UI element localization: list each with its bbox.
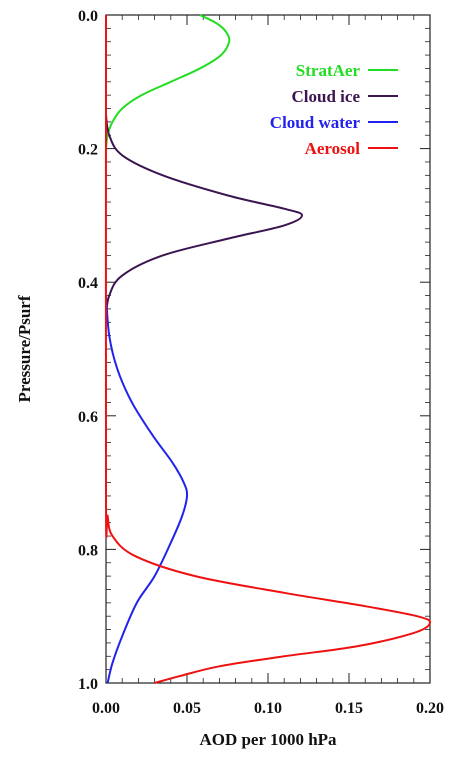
series-line-strataer [105, 14, 231, 149]
x-axis-label: AOD per 1000 hPa [199, 730, 337, 749]
y-tick-label: 0.4 [78, 275, 98, 292]
legend-label-aerosol: Aerosol [305, 139, 361, 158]
series-line-aerosol [104, 14, 432, 684]
plot-frame [105, 14, 431, 684]
x-tick-label: 0.15 [335, 700, 363, 717]
y-axis-label: Pressure/Psurf [15, 295, 34, 402]
x-tick-label: 0.05 [173, 700, 201, 717]
series-line-cloud-water [105, 295, 189, 684]
plot-area [105, 14, 431, 684]
legend: StratAer Cloud ice Cloud water Aerosol [270, 61, 398, 158]
y-tick-label: 0.6 [78, 409, 98, 426]
x-tick-label: 0.20 [416, 700, 444, 717]
legend-label-strataer: StratAer [296, 61, 361, 80]
x-tick-label: 0.00 [92, 700, 120, 717]
y-tick-label: 0.0 [78, 8, 98, 25]
legend-label-cloud-ice: Cloud ice [292, 87, 361, 106]
x-tick-label: 0.10 [254, 700, 282, 717]
y-tick-label: 0.2 [78, 142, 98, 159]
legend-label-cloud-water: Cloud water [270, 113, 361, 132]
series-layer [104, 14, 432, 684]
y-tick-label: 1.0 [78, 676, 98, 693]
series-line-cloud-ice [105, 115, 304, 316]
y-tick-label: 0.8 [78, 542, 98, 559]
ticks: 0.00 0.05 0.10 0.15 0.20 0.0 0.2 0.4 0.6 0.8 1.0 [78, 8, 444, 717]
